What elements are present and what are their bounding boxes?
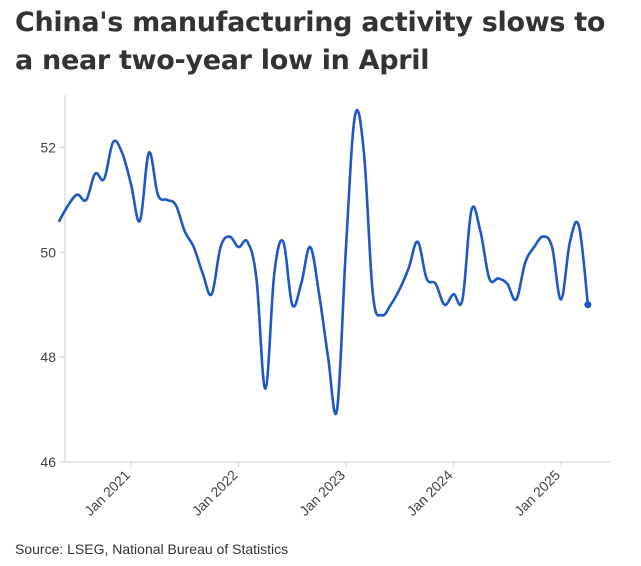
series-line (58, 108, 590, 416)
y-tick-label: 48 (40, 349, 56, 365)
x-tick-label: Jan 2023 (296, 467, 348, 519)
x-axis-ticks: Jan 2021 Jan 2022 Jan 2023 Jan 2024 Jan 2025 (81, 462, 563, 519)
y-tick-label: 46 (40, 454, 56, 470)
axes (64, 95, 610, 463)
x-tick-label: Jan 2025 (511, 467, 563, 519)
x-tick-label: Jan 2024 (404, 467, 456, 519)
x-tick-label: Jan 2022 (189, 467, 241, 519)
source-note: Source: LSEG, National Bureau of Statist… (15, 541, 289, 557)
chart-title: China's manufacturing activity slows to … (15, 7, 606, 76)
last-point-marker (584, 301, 592, 309)
x-tick-label: Jan 2021 (81, 467, 133, 519)
y-tick-label: 52 (40, 139, 56, 155)
y-tick-label: 50 (40, 244, 56, 260)
y-axis-ticks: 46 48 50 52 (40, 139, 65, 470)
series-layer (58, 108, 592, 416)
